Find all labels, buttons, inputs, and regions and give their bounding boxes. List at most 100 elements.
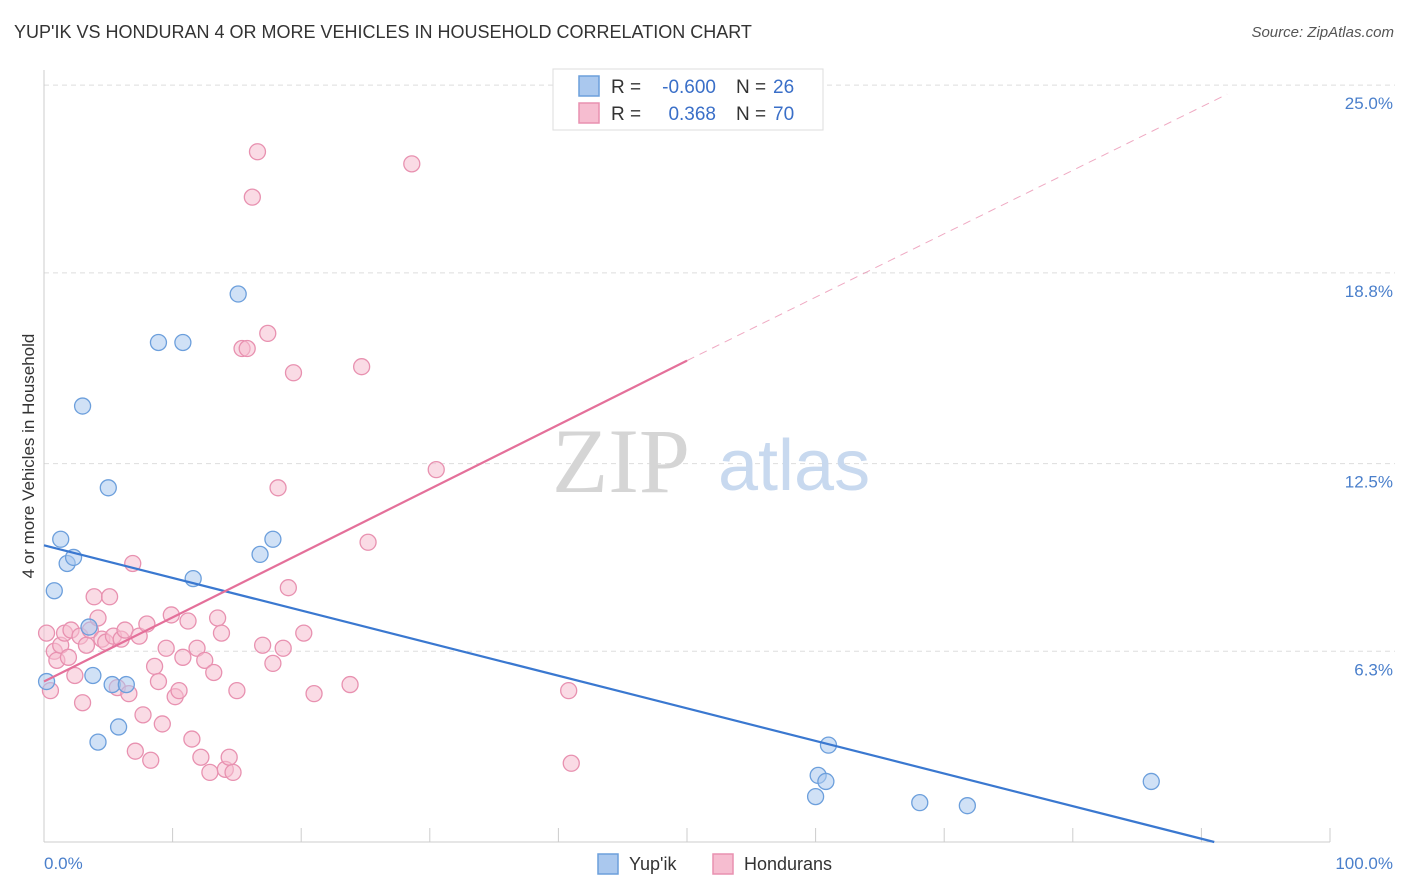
honduran-point-53 (248, 143, 267, 161)
honduran-point-35 (170, 681, 188, 700)
yupik-point-24 (958, 797, 976, 815)
honduran-point-62 (305, 685, 323, 703)
honduran-point-17 (100, 588, 119, 606)
legend-n-value-hondurans: 70 (773, 104, 794, 125)
bottom-legend-label-hondurans: Hondurans (744, 854, 832, 874)
yupik-point-16 (229, 285, 247, 303)
bottom-legend-swatch-yupik (597, 853, 619, 875)
honduran-point-61 (295, 624, 313, 642)
bottom-legend-swatch-hondurans (712, 853, 734, 875)
yupik-point-12 (117, 675, 135, 694)
yupik-point-13 (149, 333, 168, 352)
honduran-point-57 (269, 479, 287, 497)
honduran-point-36 (174, 648, 192, 666)
legend-r-value-hondurans: 0.368 (668, 104, 716, 125)
y-tick-label-3: 25.0% (1345, 94, 1393, 113)
yupik-point-7 (84, 666, 102, 685)
legend-r-label-hondurans: R = (611, 104, 641, 125)
honduran-point-31 (153, 715, 171, 733)
yupik-point-5 (73, 397, 92, 415)
y-tick-label-0: 6.3% (1354, 660, 1393, 679)
honduran-point-54 (253, 636, 272, 654)
honduran-point-58 (274, 639, 292, 657)
honduran-point-48 (224, 763, 242, 782)
yupik-trend-line (43, 544, 1215, 844)
honduran-point-56 (264, 654, 282, 673)
yupik-point-18 (264, 530, 282, 548)
honduran-point-41 (196, 651, 214, 670)
yupik-point-14 (174, 333, 192, 352)
honduran-point-37 (179, 612, 197, 630)
yupik-point-0 (37, 672, 56, 691)
honduran-point-30 (149, 672, 168, 691)
yupik-point-21 (817, 772, 835, 791)
yupik-point-23 (911, 793, 929, 812)
honduran-point-39 (188, 639, 206, 657)
yupik-point-11 (109, 718, 128, 736)
yupik-point-17 (251, 545, 269, 564)
points-layer (37, 143, 1160, 815)
legend-n-value-yupik: 26 (773, 77, 794, 98)
honduran-point-68 (560, 681, 578, 700)
honduran-point-60 (284, 364, 303, 382)
top-legend: R = -0.600 N = 26 R = 0.368 N = 70 (552, 68, 824, 131)
bottom-legend-label-yupik: Yup'ik (629, 854, 677, 874)
y-tick-label-2: 18.8% (1345, 282, 1393, 301)
honduran-point-6 (59, 648, 78, 666)
honduran-point-43 (205, 663, 223, 682)
honduran-trend-line (43, 359, 688, 683)
honduran-point-67 (427, 460, 445, 479)
x-tick-label-min: 0.0% (44, 854, 83, 873)
legend-swatch-yupik (578, 75, 600, 97)
yupik-point-2 (52, 530, 70, 548)
honduran-trend-extension (686, 93, 1228, 362)
y-tick-labels: 6.3% 12.5% 18.8% 25.0% (1345, 94, 1393, 679)
legend-swatch-hondurans (578, 102, 600, 124)
honduran-point-10 (73, 694, 92, 712)
legend-n-label-yupik: N = (736, 77, 766, 98)
honduran-point-51 (238, 339, 256, 358)
bottom-legend: Yup'ik Hondurans (597, 853, 832, 875)
honduran-point-69 (562, 754, 580, 772)
yupik-point-9 (99, 479, 117, 497)
honduran-point-0 (37, 624, 56, 642)
legend-r-label-yupik: R = (611, 77, 641, 98)
y-axis-label: 4 or more Vehicles in Household (19, 334, 38, 579)
honduran-point-11 (77, 636, 96, 654)
yupik-point-1 (45, 582, 63, 600)
honduran-point-40 (192, 748, 210, 766)
honduran-point-44 (208, 609, 227, 627)
honduran-point-45 (212, 624, 231, 642)
watermark-atlas: atlas (718, 426, 870, 506)
honduran-point-28 (142, 751, 160, 769)
honduran-point-13 (85, 588, 103, 606)
honduran-point-8 (66, 666, 84, 685)
watermark-zip: ZIP (552, 410, 690, 512)
watermark: ZIP atlas (552, 410, 870, 512)
y-tick-label-1: 12.5% (1345, 473, 1393, 492)
honduran-point-29 (145, 657, 164, 676)
honduran-point-55 (259, 324, 277, 343)
honduran-point-63 (341, 675, 359, 694)
chart-title: YUP'IK VS HONDURAN 4 OR MORE VEHICLES IN… (14, 22, 752, 42)
honduran-point-38 (183, 730, 201, 748)
honduran-point-24 (126, 742, 144, 760)
honduran-point-66 (403, 155, 421, 173)
honduran-point-42 (201, 763, 219, 782)
honduran-point-32 (157, 639, 175, 657)
axis-layer (43, 70, 1331, 843)
legend-n-label-hondurans: N = (736, 104, 766, 125)
honduran-point-64 (352, 358, 371, 376)
x-tick-label-max: 100.0% (1335, 854, 1393, 873)
honduran-point-49 (228, 681, 246, 700)
grid-layer (44, 84, 1395, 652)
yupik-point-22 (806, 787, 825, 806)
honduran-point-59 (279, 579, 297, 597)
yupik-point-6 (80, 618, 98, 636)
chart-source: Source: ZipAtlas.com (1251, 24, 1394, 41)
honduran-point-65 (359, 533, 377, 551)
yupik-point-8 (89, 733, 107, 751)
yupik-point-25 (1142, 772, 1160, 791)
honduran-point-52 (243, 188, 261, 206)
